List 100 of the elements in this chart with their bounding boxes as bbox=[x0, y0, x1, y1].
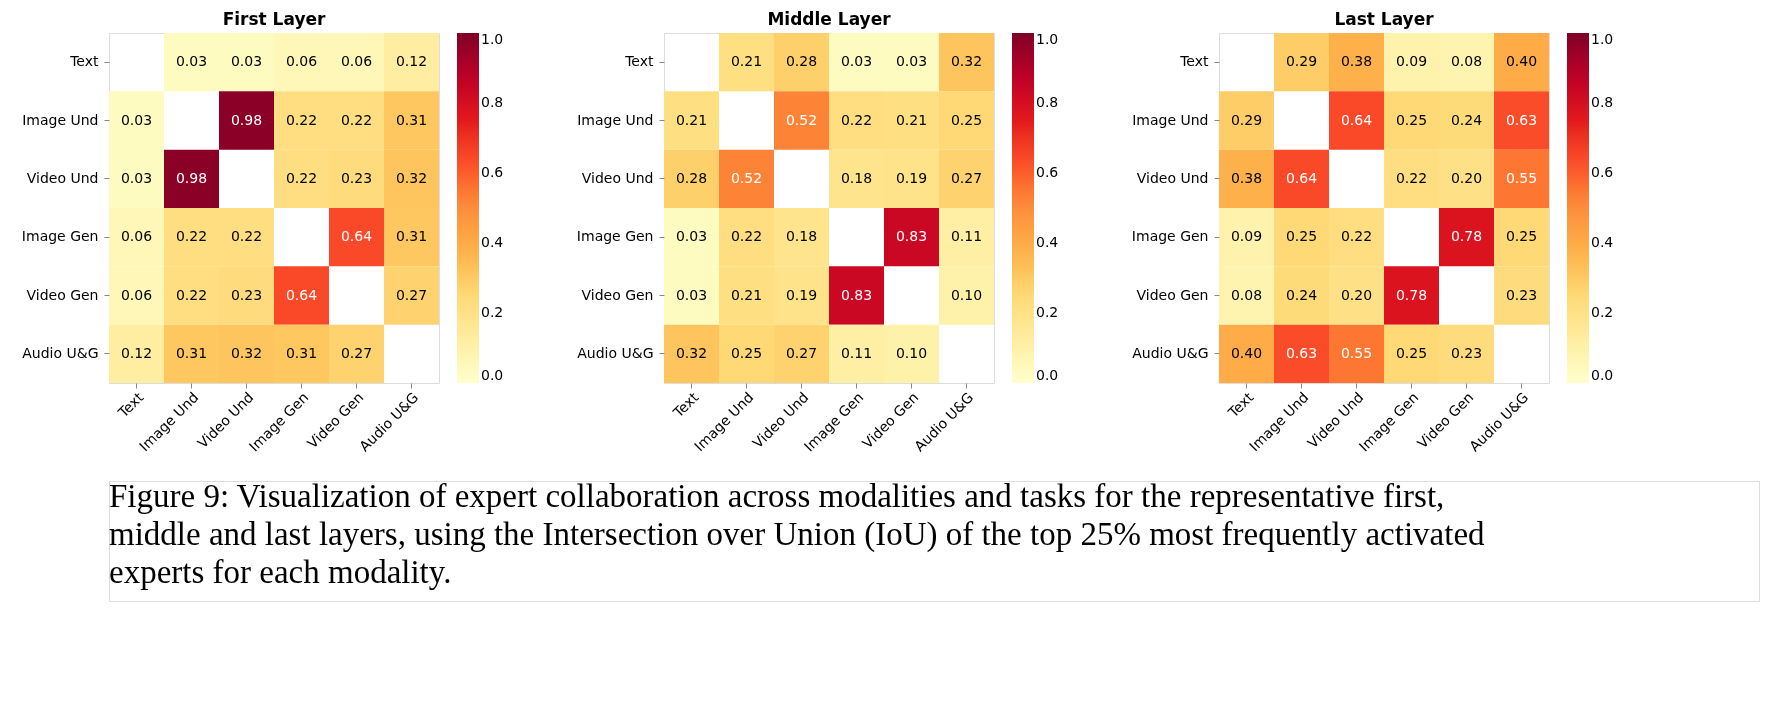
color-bar-label: 0.6 bbox=[1036, 164, 1059, 180]
caption: Figure 9: Visualization of expert collaboration across modalities and tasks for the representative first, middle and last layers, using the Intersection over Union (IoU) of the top 25% most frequently activated experts for each modality. bbox=[109, 478, 1486, 590]
y-tick-label: Video Und bbox=[1136, 169, 1209, 186]
color-bar-label: 0.2 bbox=[1036, 304, 1059, 320]
color-bar-label: 0.8 bbox=[1591, 94, 1614, 110]
data-label: 0.32 bbox=[395, 169, 428, 186]
data-label: 0.29 bbox=[1230, 111, 1263, 128]
data-label: 0.21 bbox=[675, 111, 708, 128]
data-label: 0.31 bbox=[395, 228, 428, 245]
color-bar-label: 0.8 bbox=[1036, 94, 1059, 110]
data-label: 0.03 bbox=[120, 169, 153, 186]
y-tick-label: Audio U&G bbox=[577, 344, 654, 361]
data-label: 0.64 bbox=[1340, 111, 1373, 128]
color-bar-label: 1.0 bbox=[1591, 31, 1614, 47]
data-label: 0.08 bbox=[1230, 286, 1263, 303]
data-label: 0.22 bbox=[1395, 169, 1428, 186]
data-label: 0.23 bbox=[230, 286, 263, 303]
data-label: 0.18 bbox=[785, 228, 818, 245]
data-label: 0.63 bbox=[1285, 344, 1318, 361]
color-bar-label: 0.6 bbox=[1591, 164, 1614, 180]
data-label: 0.55 bbox=[1340, 344, 1373, 361]
data-label: 0.03 bbox=[120, 111, 153, 128]
data-label: 0.11 bbox=[840, 344, 873, 361]
data-label: 0.22 bbox=[175, 228, 208, 245]
data-label: 0.38 bbox=[1230, 169, 1263, 186]
data-label: 0.09 bbox=[1395, 53, 1428, 70]
color-bar-label: 0.4 bbox=[1036, 234, 1059, 250]
y-tick-label: Image Und bbox=[1132, 111, 1209, 128]
data-label: 0.22 bbox=[175, 286, 208, 303]
data-label: 0.06 bbox=[285, 53, 318, 70]
color-bar-label: 1.0 bbox=[481, 31, 504, 47]
data-label: 0.06 bbox=[340, 53, 373, 70]
data-label: 0.03 bbox=[895, 53, 928, 70]
data-label: 0.22 bbox=[340, 111, 373, 128]
data-label: 0.98 bbox=[175, 169, 208, 186]
data-label: 0.27 bbox=[395, 286, 428, 303]
data-label: 0.64 bbox=[1285, 169, 1318, 186]
data-label: 0.18 bbox=[840, 169, 873, 186]
data-label: 0.52 bbox=[785, 111, 818, 128]
data-label: 0.25 bbox=[1285, 228, 1318, 245]
data-label: 0.24 bbox=[1450, 111, 1483, 128]
data-label: 0.12 bbox=[120, 344, 153, 361]
data-label: 0.21 bbox=[730, 53, 763, 70]
data-label: 0.22 bbox=[840, 111, 873, 128]
data-label: 0.28 bbox=[785, 53, 818, 70]
x-tick-label: Text bbox=[1224, 388, 1257, 422]
y-tick-label: Video Gen bbox=[581, 286, 654, 303]
color-bar-label: 0.4 bbox=[481, 234, 504, 250]
color-bar-label: 0.0 bbox=[481, 367, 504, 383]
y-tick-label: Video Und bbox=[26, 169, 99, 186]
y-tick-label: Audio U&G bbox=[22, 344, 99, 361]
data-label: 0.31 bbox=[175, 344, 208, 361]
data-label: 0.22 bbox=[230, 228, 263, 245]
data-label: 0.03 bbox=[175, 53, 208, 70]
color-bar-label: 0.6 bbox=[481, 164, 504, 180]
data-label: 0.27 bbox=[340, 344, 373, 361]
data-label: 0.23 bbox=[1505, 286, 1538, 303]
data-label: 0.32 bbox=[230, 344, 263, 361]
data-label: 0.40 bbox=[1230, 344, 1263, 361]
y-tick-label: Video Und bbox=[581, 169, 654, 186]
data-label: 0.83 bbox=[895, 228, 928, 245]
chart-title: Middle Layer bbox=[767, 9, 892, 29]
data-label: 0.63 bbox=[1505, 111, 1538, 128]
x-tick-label: Text bbox=[669, 388, 702, 422]
data-label: 0.08 bbox=[1450, 53, 1483, 70]
data-label: 0.22 bbox=[1340, 228, 1373, 245]
data-label: 0.10 bbox=[895, 344, 928, 361]
data-label: 0.25 bbox=[950, 111, 983, 128]
data-label: 0.20 bbox=[1450, 169, 1483, 186]
data-label: 0.22 bbox=[285, 169, 318, 186]
data-label: 0.32 bbox=[675, 344, 708, 361]
data-label: 0.11 bbox=[950, 228, 983, 245]
data-label: 0.06 bbox=[120, 286, 153, 303]
data-label: 0.64 bbox=[340, 228, 373, 245]
y-tick-label: Image Gen bbox=[576, 228, 654, 245]
data-label: 0.03 bbox=[675, 228, 708, 245]
data-label: 0.78 bbox=[1450, 228, 1483, 245]
data-label: 0.55 bbox=[1505, 169, 1538, 186]
data-label: 0.12 bbox=[395, 53, 428, 70]
data-label: 0.22 bbox=[285, 111, 318, 128]
data-label: 0.19 bbox=[895, 169, 928, 186]
data-label: 0.29 bbox=[1285, 53, 1318, 70]
y-tick-label: Text bbox=[1179, 53, 1209, 70]
data-label: 0.64 bbox=[285, 286, 318, 303]
y-tick-label: Image Und bbox=[22, 111, 99, 128]
data-label: 0.23 bbox=[1450, 344, 1483, 361]
data-label: 0.22 bbox=[730, 228, 763, 245]
color-bar-label: 0.2 bbox=[481, 304, 504, 320]
data-label: 0.21 bbox=[895, 111, 928, 128]
data-label: 0.03 bbox=[840, 53, 873, 70]
data-label: 0.38 bbox=[1340, 53, 1373, 70]
data-label: 0.10 bbox=[950, 286, 983, 303]
y-tick-label: Image Und bbox=[577, 111, 654, 128]
chart-title: First Layer bbox=[222, 9, 326, 29]
x-tick-label: Text bbox=[114, 388, 147, 422]
data-label: 0.25 bbox=[730, 344, 763, 361]
data-label: 0.19 bbox=[785, 286, 818, 303]
data-label: 0.28 bbox=[675, 169, 708, 186]
data-label: 0.25 bbox=[1395, 111, 1428, 128]
data-label: 0.25 bbox=[1505, 228, 1538, 245]
